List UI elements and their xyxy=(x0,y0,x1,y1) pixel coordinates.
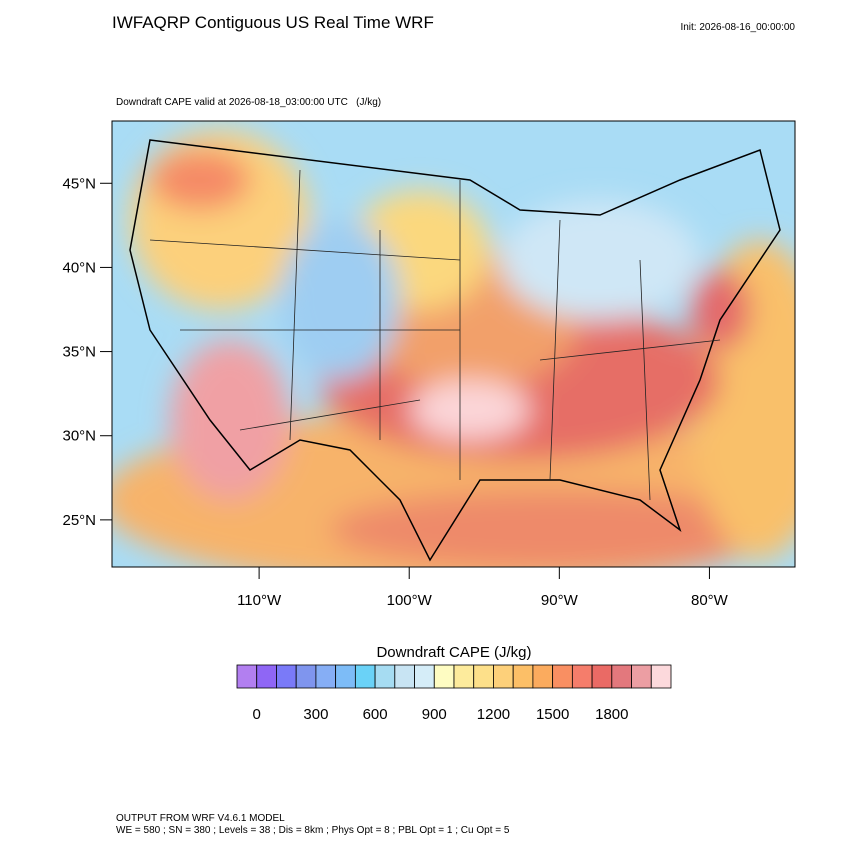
y-tick-label: 40°N xyxy=(62,259,96,276)
colorbar-swatch xyxy=(453,664,475,689)
colorbar-swatch xyxy=(591,664,613,689)
x-tick-label: 90°W xyxy=(541,592,579,609)
colorbar-tick-label: 600 xyxy=(363,706,388,723)
colorbar-swatch xyxy=(512,664,534,689)
colorbar-swatch xyxy=(295,664,317,689)
x-tick-label: 80°W xyxy=(691,592,729,609)
colorbar-swatch xyxy=(611,664,632,689)
colorbar-tick-label: 1800 xyxy=(595,706,628,723)
colorbar-tick-label: 1200 xyxy=(477,706,510,723)
colorbar-swatch xyxy=(354,664,376,689)
title: IWFAQRP Contiguous US Real Time WRF xyxy=(112,13,434,32)
colorbar-title: Downdraft CAPE (J/kg) xyxy=(376,644,531,661)
subtitle: Downdraft CAPE valid at 2026-08-18_03:00… xyxy=(116,97,381,108)
colorbar-swatch xyxy=(631,664,652,689)
colorbar-swatch xyxy=(315,664,337,689)
y-tick-label: 25°N xyxy=(62,512,96,529)
colorbar-swatch xyxy=(394,664,415,689)
colorbar-swatch xyxy=(256,664,277,689)
colorbar-swatch xyxy=(493,664,514,689)
colorbar-swatch xyxy=(552,664,573,689)
y-tick-label: 45°N xyxy=(62,175,96,192)
init-time: Init: 2026-08-16_00:00:00 xyxy=(680,22,795,33)
x-tick-label: 110°W xyxy=(237,592,282,609)
footer-line: WE = 580 ; SN = 380 ; Levels = 38 ; Dis … xyxy=(116,825,510,836)
colorbar-swatch xyxy=(433,664,455,689)
colorbar-swatch xyxy=(276,664,297,689)
footer-line: OUTPUT FROM WRF V4.6.1 MODEL xyxy=(116,813,285,824)
colorbar-swatch xyxy=(335,664,356,689)
colorbar-tick-label: 1500 xyxy=(536,706,569,723)
colorbar-swatch xyxy=(414,664,435,689)
x-tick-label: 100°W xyxy=(387,592,433,609)
colorbar-swatch xyxy=(236,664,258,689)
colorbar-swatch xyxy=(650,664,672,689)
colorbar-tick-label: 0 xyxy=(253,706,261,723)
colorbar-swatch xyxy=(532,664,554,689)
colorbar-swatch xyxy=(374,664,396,689)
map-frame xyxy=(111,120,796,568)
map-field xyxy=(112,121,795,567)
colorbar-tick-label: 300 xyxy=(303,706,328,723)
y-tick-label: 35°N xyxy=(62,344,96,361)
colorbar-swatch xyxy=(571,664,593,689)
colorbar-tick-label: 900 xyxy=(422,706,447,723)
colorbar-swatch xyxy=(473,664,494,689)
y-tick-label: 30°N xyxy=(62,428,96,445)
